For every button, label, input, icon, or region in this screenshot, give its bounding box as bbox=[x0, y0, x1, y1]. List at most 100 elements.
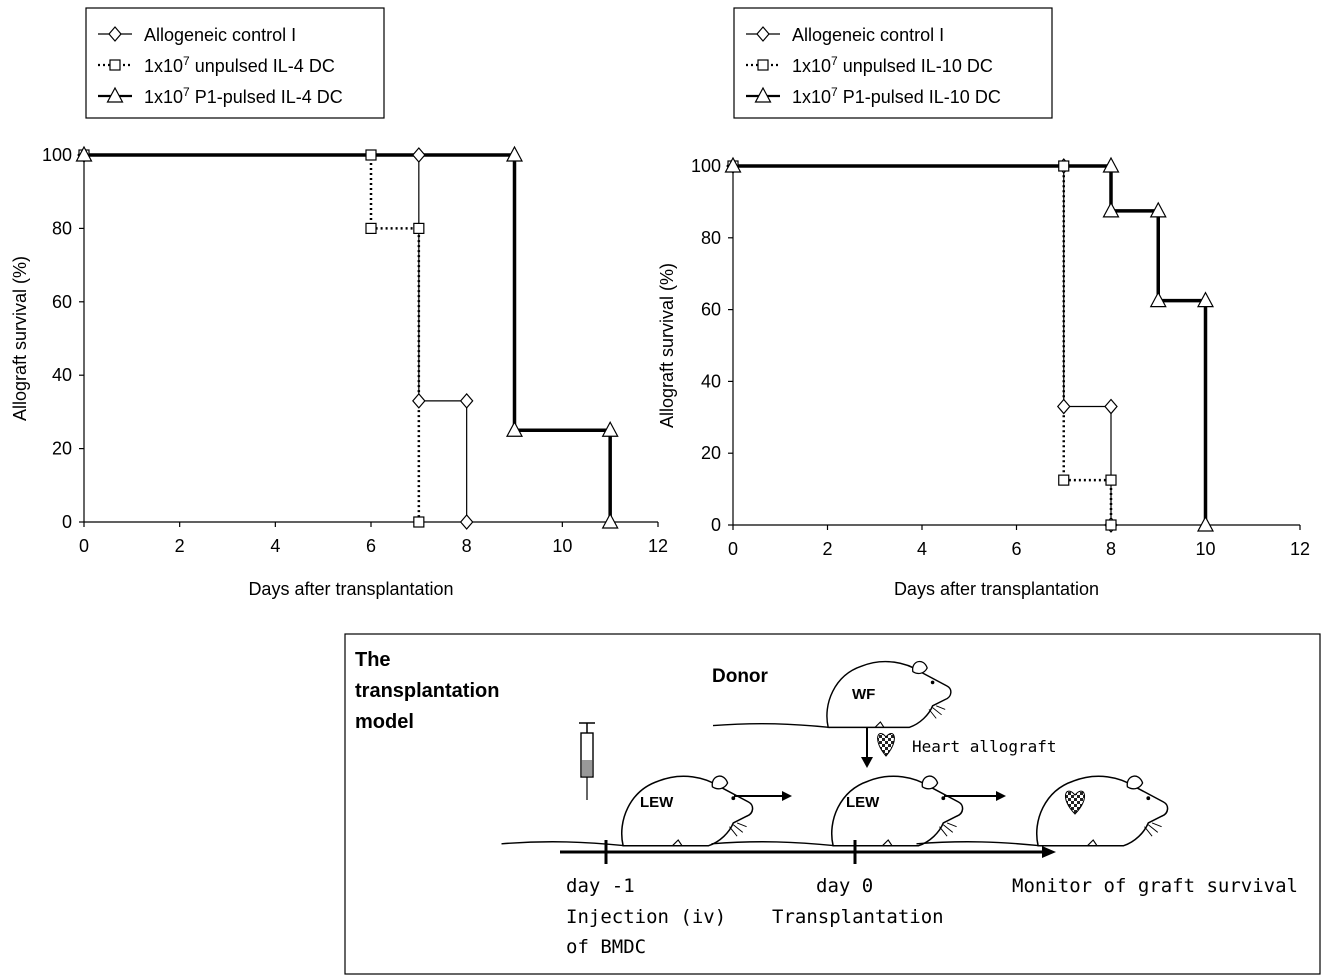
series-2-point bbox=[724, 156, 742, 173]
series-2-point bbox=[1102, 156, 1120, 173]
chart-il4-survival: 0 20 40 60 80 100 0 2 4 6 8 10 12 Days after transpla… bbox=[10, 7, 668, 599]
transplantation-model-diagram: The transplantation model Donor WF Heart… bbox=[344, 633, 1321, 975]
recipient-strain-label-2: LEW bbox=[846, 794, 880, 811]
x-tick-label: 0 bbox=[728, 539, 738, 559]
series-2-point bbox=[1149, 201, 1167, 218]
heart-transfer-arrow bbox=[861, 728, 873, 768]
series-1-point bbox=[365, 222, 377, 234]
legend-marker-1 bbox=[109, 59, 121, 71]
diagram-title-line-2: transplantation bbox=[355, 680, 499, 702]
x-tick-label: 6 bbox=[1011, 539, 1021, 559]
heart-allograft-label: Heart allograft bbox=[912, 737, 1057, 756]
x-tick-label: 2 bbox=[822, 539, 832, 559]
heart-icon bbox=[877, 733, 895, 757]
series-2-point bbox=[1196, 291, 1215, 308]
x-tick-label: 4 bbox=[270, 536, 280, 556]
y-tick-label: 80 bbox=[701, 228, 721, 248]
series-1-point bbox=[1105, 474, 1117, 486]
series-2-point bbox=[75, 145, 93, 162]
y-tick-label: 40 bbox=[52, 365, 72, 385]
arrow-right-1 bbox=[734, 791, 792, 801]
legend-label-1: 1x107 unpulsed IL-10 DC bbox=[792, 54, 993, 76]
series-2-point bbox=[1196, 515, 1215, 532]
y-tick-label: 0 bbox=[711, 515, 721, 535]
series-0-point bbox=[412, 392, 426, 409]
series-0-point bbox=[459, 392, 474, 409]
donor-label: Donor bbox=[712, 666, 769, 687]
legend-marker-2 bbox=[106, 86, 124, 103]
donor-strain-label: WF bbox=[852, 686, 875, 703]
timeline-bmdc-label: of BMDC bbox=[566, 936, 646, 958]
legend-label-1: 1x107 unpulsed IL-4 DC bbox=[144, 54, 335, 76]
legend-box bbox=[85, 7, 385, 119]
series-line-2 bbox=[84, 153, 612, 522]
x-tick-label: 12 bbox=[648, 536, 668, 556]
chart-il10-survival: 0 20 40 60 80 100 0 2 4 6 8 10 12 Days after transpla… bbox=[657, 7, 1310, 599]
y-tick-label: 100 bbox=[691, 156, 721, 176]
legend-marker-0 bbox=[756, 26, 770, 42]
x-tick-label: 10 bbox=[1195, 539, 1215, 559]
y-tick-label: 60 bbox=[701, 300, 721, 320]
legend-label-0: Allogeneic control I bbox=[792, 25, 944, 45]
series-0-point bbox=[412, 147, 426, 163]
series-1-point bbox=[1105, 519, 1117, 531]
x-tick-label: 12 bbox=[1290, 539, 1310, 559]
x-tick-label: 2 bbox=[175, 536, 185, 556]
syringe-icon bbox=[579, 722, 595, 800]
x-tick-label: 10 bbox=[552, 536, 572, 556]
timeline-day-minus-1: day -1 bbox=[566, 875, 635, 897]
x-tick-label: 0 bbox=[79, 536, 89, 556]
diagram-title-line-1: The bbox=[355, 649, 391, 671]
x-tick-label: 8 bbox=[462, 536, 472, 556]
y-tick-label: 60 bbox=[52, 292, 72, 312]
y-axis-label: Allograft survival (%) bbox=[657, 263, 677, 428]
y-tick-label: 0 bbox=[62, 512, 72, 532]
timeline-day-0: day 0 bbox=[816, 875, 873, 897]
legend-marker-1 bbox=[757, 59, 769, 71]
series-line-0 bbox=[84, 154, 468, 522]
y-tick-label: 20 bbox=[701, 443, 721, 463]
series-1-point bbox=[365, 149, 377, 161]
series-line-1 bbox=[84, 153, 421, 522]
timeline-axis bbox=[560, 840, 1056, 864]
timeline-monitor-label: Monitor of graft survival bbox=[1012, 875, 1298, 897]
timeline-injection-label: Injection (iv) bbox=[566, 906, 726, 928]
series-line-2 bbox=[733, 164, 1208, 525]
grafted-heart-icon bbox=[1065, 790, 1085, 815]
legend-box bbox=[733, 7, 1053, 119]
legend-marker-0 bbox=[108, 26, 122, 42]
x-tick-label: 4 bbox=[917, 539, 927, 559]
x-axis-label: Days after transplantation bbox=[248, 579, 453, 599]
x-axis-label: Days after transplantation bbox=[894, 579, 1099, 599]
arrow-right-2 bbox=[944, 791, 1006, 801]
series-2-point bbox=[1149, 291, 1167, 308]
series-line-1 bbox=[733, 164, 1113, 525]
series-0-point bbox=[1056, 398, 1071, 415]
legend-label-2: 1x107 P1-pulsed IL-10 DC bbox=[792, 85, 1001, 107]
series-1-point bbox=[1058, 160, 1070, 172]
series-1-point bbox=[1058, 474, 1070, 486]
series-2-point bbox=[505, 145, 524, 162]
legend-label-0: Allogeneic control I bbox=[144, 25, 296, 45]
series-2-point bbox=[601, 420, 619, 437]
legend-marker-2 bbox=[754, 86, 772, 103]
x-tick-label: 8 bbox=[1106, 539, 1116, 559]
x-tick-label: 6 bbox=[366, 536, 376, 556]
y-axis-label: Allograft survival (%) bbox=[10, 256, 30, 421]
y-tick-label: 20 bbox=[52, 439, 72, 459]
legend-label-2: 1x107 P1-pulsed IL-4 DC bbox=[144, 85, 343, 107]
y-tick-label: 80 bbox=[52, 218, 72, 238]
timeline-transplantation-label: Transplantation bbox=[772, 906, 944, 928]
series-0-point bbox=[1104, 398, 1118, 415]
series-2-point bbox=[505, 420, 524, 437]
y-tick-label: 100 bbox=[42, 145, 72, 165]
series-line-0 bbox=[733, 165, 1112, 525]
series-2-point bbox=[601, 512, 619, 529]
diagram-title-line-3: model bbox=[355, 711, 414, 733]
series-1-point bbox=[413, 516, 425, 528]
y-tick-label: 40 bbox=[701, 371, 721, 391]
series-2-point bbox=[1102, 201, 1120, 218]
series-0-point bbox=[459, 514, 474, 530]
series-1-point bbox=[413, 222, 425, 234]
recipient-strain-label-1: LEW bbox=[640, 794, 674, 811]
